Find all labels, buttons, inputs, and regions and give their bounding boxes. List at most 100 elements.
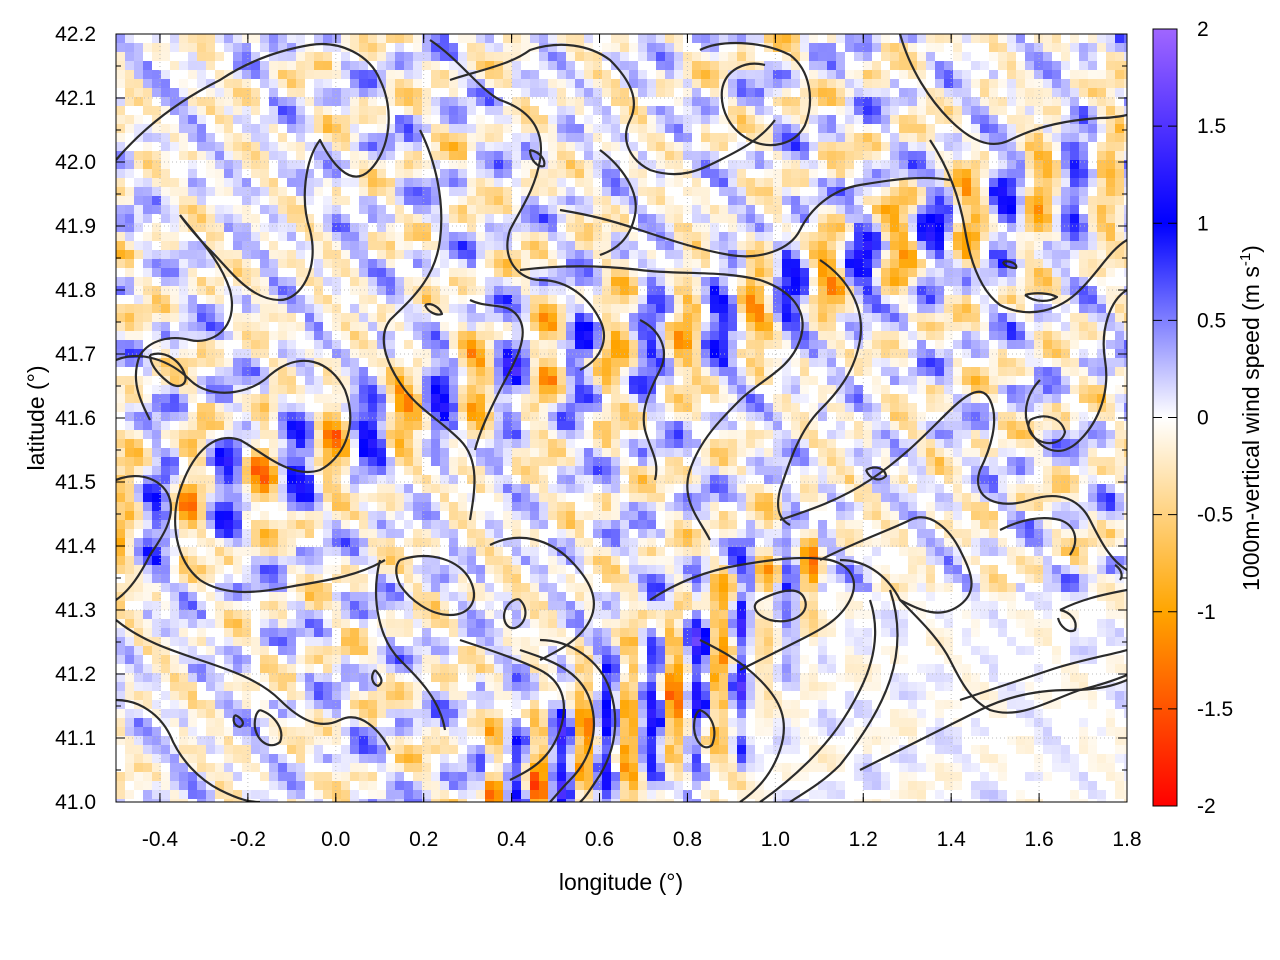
heatmap-cell bbox=[179, 376, 188, 385]
heatmap-cell bbox=[692, 160, 701, 169]
heatmap-cell bbox=[269, 196, 278, 205]
heatmap-cell bbox=[233, 376, 242, 385]
heatmap-cell bbox=[215, 448, 224, 457]
heatmap-cell bbox=[674, 214, 683, 223]
heatmap-cell bbox=[332, 214, 341, 223]
heatmap-cell bbox=[224, 376, 233, 385]
heatmap-cell bbox=[737, 79, 746, 88]
heatmap-cell bbox=[449, 367, 458, 376]
heatmap-cell bbox=[611, 313, 620, 322]
heatmap-cell bbox=[593, 358, 602, 367]
heatmap-cell bbox=[233, 286, 242, 295]
heatmap-cell bbox=[1088, 223, 1097, 232]
heatmap-cell bbox=[980, 277, 989, 286]
heatmap-cell bbox=[737, 349, 746, 358]
heatmap-cell bbox=[566, 430, 575, 439]
heatmap-cell bbox=[404, 376, 413, 385]
heatmap-cell bbox=[926, 106, 935, 115]
heatmap-cell bbox=[1016, 340, 1025, 349]
heatmap-cell bbox=[116, 439, 125, 448]
heatmap-cell bbox=[305, 448, 314, 457]
heatmap-cell bbox=[566, 106, 575, 115]
heatmap-cell bbox=[1034, 304, 1043, 313]
heatmap-cell bbox=[602, 313, 611, 322]
heatmap-cell bbox=[593, 466, 602, 475]
heatmap-cell bbox=[674, 34, 683, 43]
heatmap-cell bbox=[242, 115, 251, 124]
heatmap-cell bbox=[269, 250, 278, 259]
heatmap-cell bbox=[206, 34, 215, 43]
heatmap-cell bbox=[890, 367, 899, 376]
heatmap-cell bbox=[557, 115, 566, 124]
heatmap-cell bbox=[836, 304, 845, 313]
heatmap-cell bbox=[404, 214, 413, 223]
heatmap-cell bbox=[557, 394, 566, 403]
heatmap-cell bbox=[926, 61, 935, 70]
heatmap-cell bbox=[1016, 430, 1025, 439]
heatmap-cell bbox=[746, 331, 755, 340]
heatmap-cell bbox=[485, 376, 494, 385]
heatmap-cell bbox=[1007, 142, 1016, 151]
heatmap-cell bbox=[674, 430, 683, 439]
heatmap-cell bbox=[368, 421, 377, 430]
heatmap-cell bbox=[467, 313, 476, 322]
heatmap-cell bbox=[899, 313, 908, 322]
heatmap-cell bbox=[782, 142, 791, 151]
heatmap-cell bbox=[656, 88, 665, 97]
heatmap-cell bbox=[566, 250, 575, 259]
heatmap-cell bbox=[638, 412, 647, 421]
heatmap-cell bbox=[575, 124, 584, 133]
heatmap-cell bbox=[1061, 484, 1070, 493]
heatmap-cell bbox=[386, 376, 395, 385]
heatmap-cell bbox=[116, 115, 125, 124]
heatmap-cell bbox=[512, 421, 521, 430]
heatmap-cell bbox=[953, 295, 962, 304]
heatmap-cell bbox=[782, 403, 791, 412]
heatmap-cell bbox=[422, 196, 431, 205]
heatmap-cell bbox=[449, 484, 458, 493]
heatmap-cell bbox=[1007, 70, 1016, 79]
heatmap-cell bbox=[701, 277, 710, 286]
heatmap-cell bbox=[1097, 88, 1106, 97]
heatmap-cell bbox=[737, 34, 746, 43]
heatmap-cell bbox=[827, 223, 836, 232]
heatmap-cell bbox=[521, 394, 530, 403]
heatmap-cell bbox=[314, 457, 323, 466]
heatmap-cell bbox=[386, 439, 395, 448]
heatmap-cell bbox=[962, 160, 971, 169]
heatmap-cell bbox=[1124, 223, 1127, 232]
heatmap-cell bbox=[440, 475, 449, 484]
heatmap-cell bbox=[953, 466, 962, 475]
heatmap-cell bbox=[494, 115, 503, 124]
heatmap-cell bbox=[332, 394, 341, 403]
heatmap-cell bbox=[350, 358, 359, 367]
heatmap-cell bbox=[233, 178, 242, 187]
heatmap-cell bbox=[467, 232, 476, 241]
heatmap-cell bbox=[188, 466, 197, 475]
heatmap-cell bbox=[503, 223, 512, 232]
heatmap-cell bbox=[890, 394, 899, 403]
heatmap-cell bbox=[386, 349, 395, 358]
heatmap-cell bbox=[1034, 160, 1043, 169]
heatmap-cell bbox=[1007, 358, 1016, 367]
heatmap-cell bbox=[1115, 61, 1124, 70]
heatmap-cell bbox=[980, 259, 989, 268]
heatmap-cell bbox=[791, 277, 800, 286]
heatmap-cell bbox=[629, 178, 638, 187]
heatmap-cell bbox=[215, 232, 224, 241]
heatmap-cell bbox=[422, 43, 431, 52]
heatmap-cell bbox=[755, 367, 764, 376]
heatmap-cell bbox=[638, 403, 647, 412]
heatmap-cell bbox=[584, 43, 593, 52]
heatmap-cell bbox=[782, 106, 791, 115]
heatmap-cell bbox=[1052, 412, 1061, 421]
heatmap-cell bbox=[971, 187, 980, 196]
heatmap-cell bbox=[1052, 484, 1061, 493]
heatmap-cell bbox=[206, 241, 215, 250]
heatmap-cell bbox=[692, 466, 701, 475]
heatmap-cell bbox=[899, 97, 908, 106]
heatmap-cell bbox=[530, 214, 539, 223]
heatmap-cell bbox=[1097, 97, 1106, 106]
heatmap-cell bbox=[899, 448, 908, 457]
heatmap-cell bbox=[350, 88, 359, 97]
